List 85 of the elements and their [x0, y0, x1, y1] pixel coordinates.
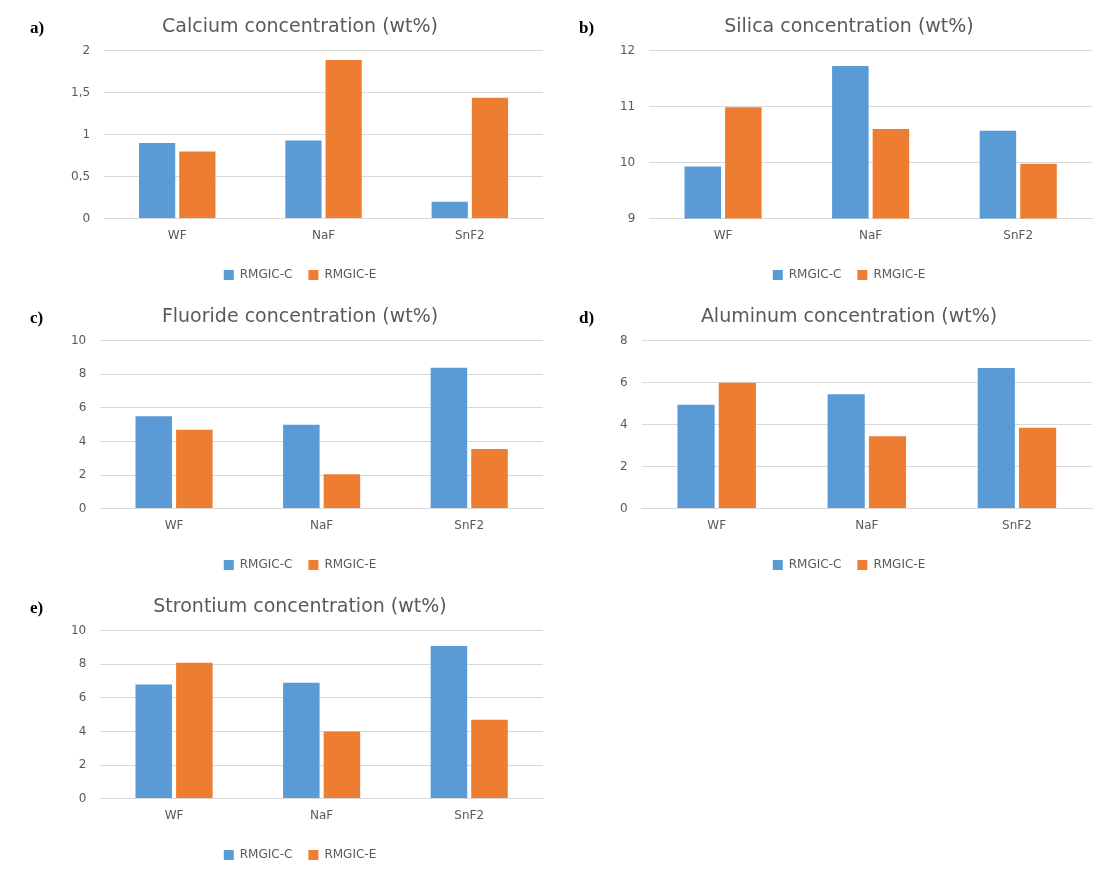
- bar: [179, 151, 216, 219]
- chart-title: Silica concentration (wt%): [724, 14, 974, 37]
- x-tick-label: SnF2: [1003, 227, 1034, 242]
- y-tick-label: 6: [78, 690, 87, 705]
- bar: [1019, 427, 1057, 509]
- x-tick-label: SnF2: [454, 517, 485, 532]
- bar: [176, 429, 213, 509]
- legend-label: RMGIC-E: [873, 267, 926, 282]
- bar: [868, 436, 907, 509]
- bar: [471, 97, 509, 219]
- y-tick-label: 1: [82, 126, 91, 141]
- y-tick-label: 6: [78, 400, 87, 415]
- x-tick-label: WF: [164, 807, 184, 822]
- y-tick-label: 0: [619, 500, 628, 515]
- bar: [323, 474, 361, 509]
- text: b): [579, 18, 595, 38]
- legend-label: RMGIC-E: [324, 557, 377, 572]
- bar: [139, 143, 176, 219]
- y-tick-label: 10: [619, 154, 636, 169]
- x-tick-label: NaF: [855, 517, 879, 532]
- bar: [283, 682, 320, 799]
- chart-title: Strontium concentration (wt%): [153, 594, 447, 617]
- bar: [718, 382, 756, 509]
- y-tick-label: 2: [619, 458, 628, 473]
- x-tick-label: NaF: [310, 517, 334, 532]
- text: d): [579, 308, 595, 328]
- x-tick-label: NaF: [859, 227, 883, 242]
- bar: [431, 201, 468, 219]
- legend-label: RMGIC-E: [324, 267, 377, 282]
- bar: [135, 684, 173, 799]
- legend-label: RMGIC-C: [239, 847, 293, 862]
- legend-label: RMGIC-C: [788, 557, 842, 572]
- y-tick-label: 1,5: [70, 84, 91, 99]
- text: a): [30, 18, 45, 38]
- y-tick-label: 11: [619, 98, 636, 113]
- chart-title: Calcium concentration (wt%): [161, 14, 439, 37]
- y-tick-label: 0: [82, 210, 91, 225]
- text: c): [30, 308, 44, 328]
- legend-label: RMGIC-C: [239, 267, 293, 282]
- x-tick-label: WF: [713, 227, 733, 242]
- y-tick-label: 4: [78, 433, 87, 448]
- y-tick-label: 0,5: [70, 168, 91, 183]
- y-tick-label: 4: [619, 416, 628, 431]
- y-tick-label: 12: [619, 42, 636, 57]
- bar: [977, 368, 1015, 509]
- y-tick-label: 10: [70, 332, 87, 347]
- y-tick-label: 8: [78, 366, 87, 381]
- legend-label: RMGIC-E: [873, 557, 926, 572]
- y-tick-label: 2: [82, 42, 91, 57]
- x-tick-label: WF: [707, 517, 727, 532]
- bar: [135, 416, 173, 509]
- y-tick-label: 8: [619, 332, 628, 347]
- bar: [176, 662, 213, 799]
- chart-title: Fluoride concentration (wt%): [161, 304, 439, 327]
- legend-label: RMGIC-C: [239, 557, 293, 572]
- y-tick-label: 10: [70, 622, 87, 637]
- bar: [283, 424, 320, 509]
- bar: [325, 60, 362, 219]
- bar: [285, 140, 322, 219]
- text: e): [30, 598, 44, 618]
- y-tick-label: 2: [78, 757, 87, 772]
- x-tick-label: WF: [164, 517, 184, 532]
- y-tick-label: 0: [78, 790, 87, 805]
- x-tick-label: NaF: [311, 227, 336, 242]
- bar: [471, 719, 508, 799]
- x-tick-label: SnF2: [1002, 517, 1032, 532]
- bar: [323, 731, 361, 799]
- bar: [827, 394, 865, 509]
- bar: [471, 449, 508, 509]
- y-tick-label: 4: [78, 723, 87, 738]
- x-tick-label: NaF: [310, 807, 334, 822]
- x-tick-label: SnF2: [454, 227, 485, 242]
- y-tick-label: 0: [78, 500, 87, 515]
- bar: [430, 367, 468, 509]
- x-tick-label: SnF2: [454, 807, 485, 822]
- bar: [430, 645, 468, 799]
- y-tick-label: 9: [627, 210, 636, 225]
- chart-title: Aluminum concentration (wt%): [700, 304, 998, 327]
- x-tick-label: WF: [167, 227, 187, 242]
- y-tick-label: 8: [78, 656, 87, 671]
- y-tick-label: 2: [78, 467, 87, 482]
- legend-label: RMGIC-E: [324, 847, 377, 862]
- legend-label: RMGIC-C: [788, 267, 842, 282]
- bar: [677, 404, 715, 509]
- y-tick-label: 6: [619, 374, 628, 389]
